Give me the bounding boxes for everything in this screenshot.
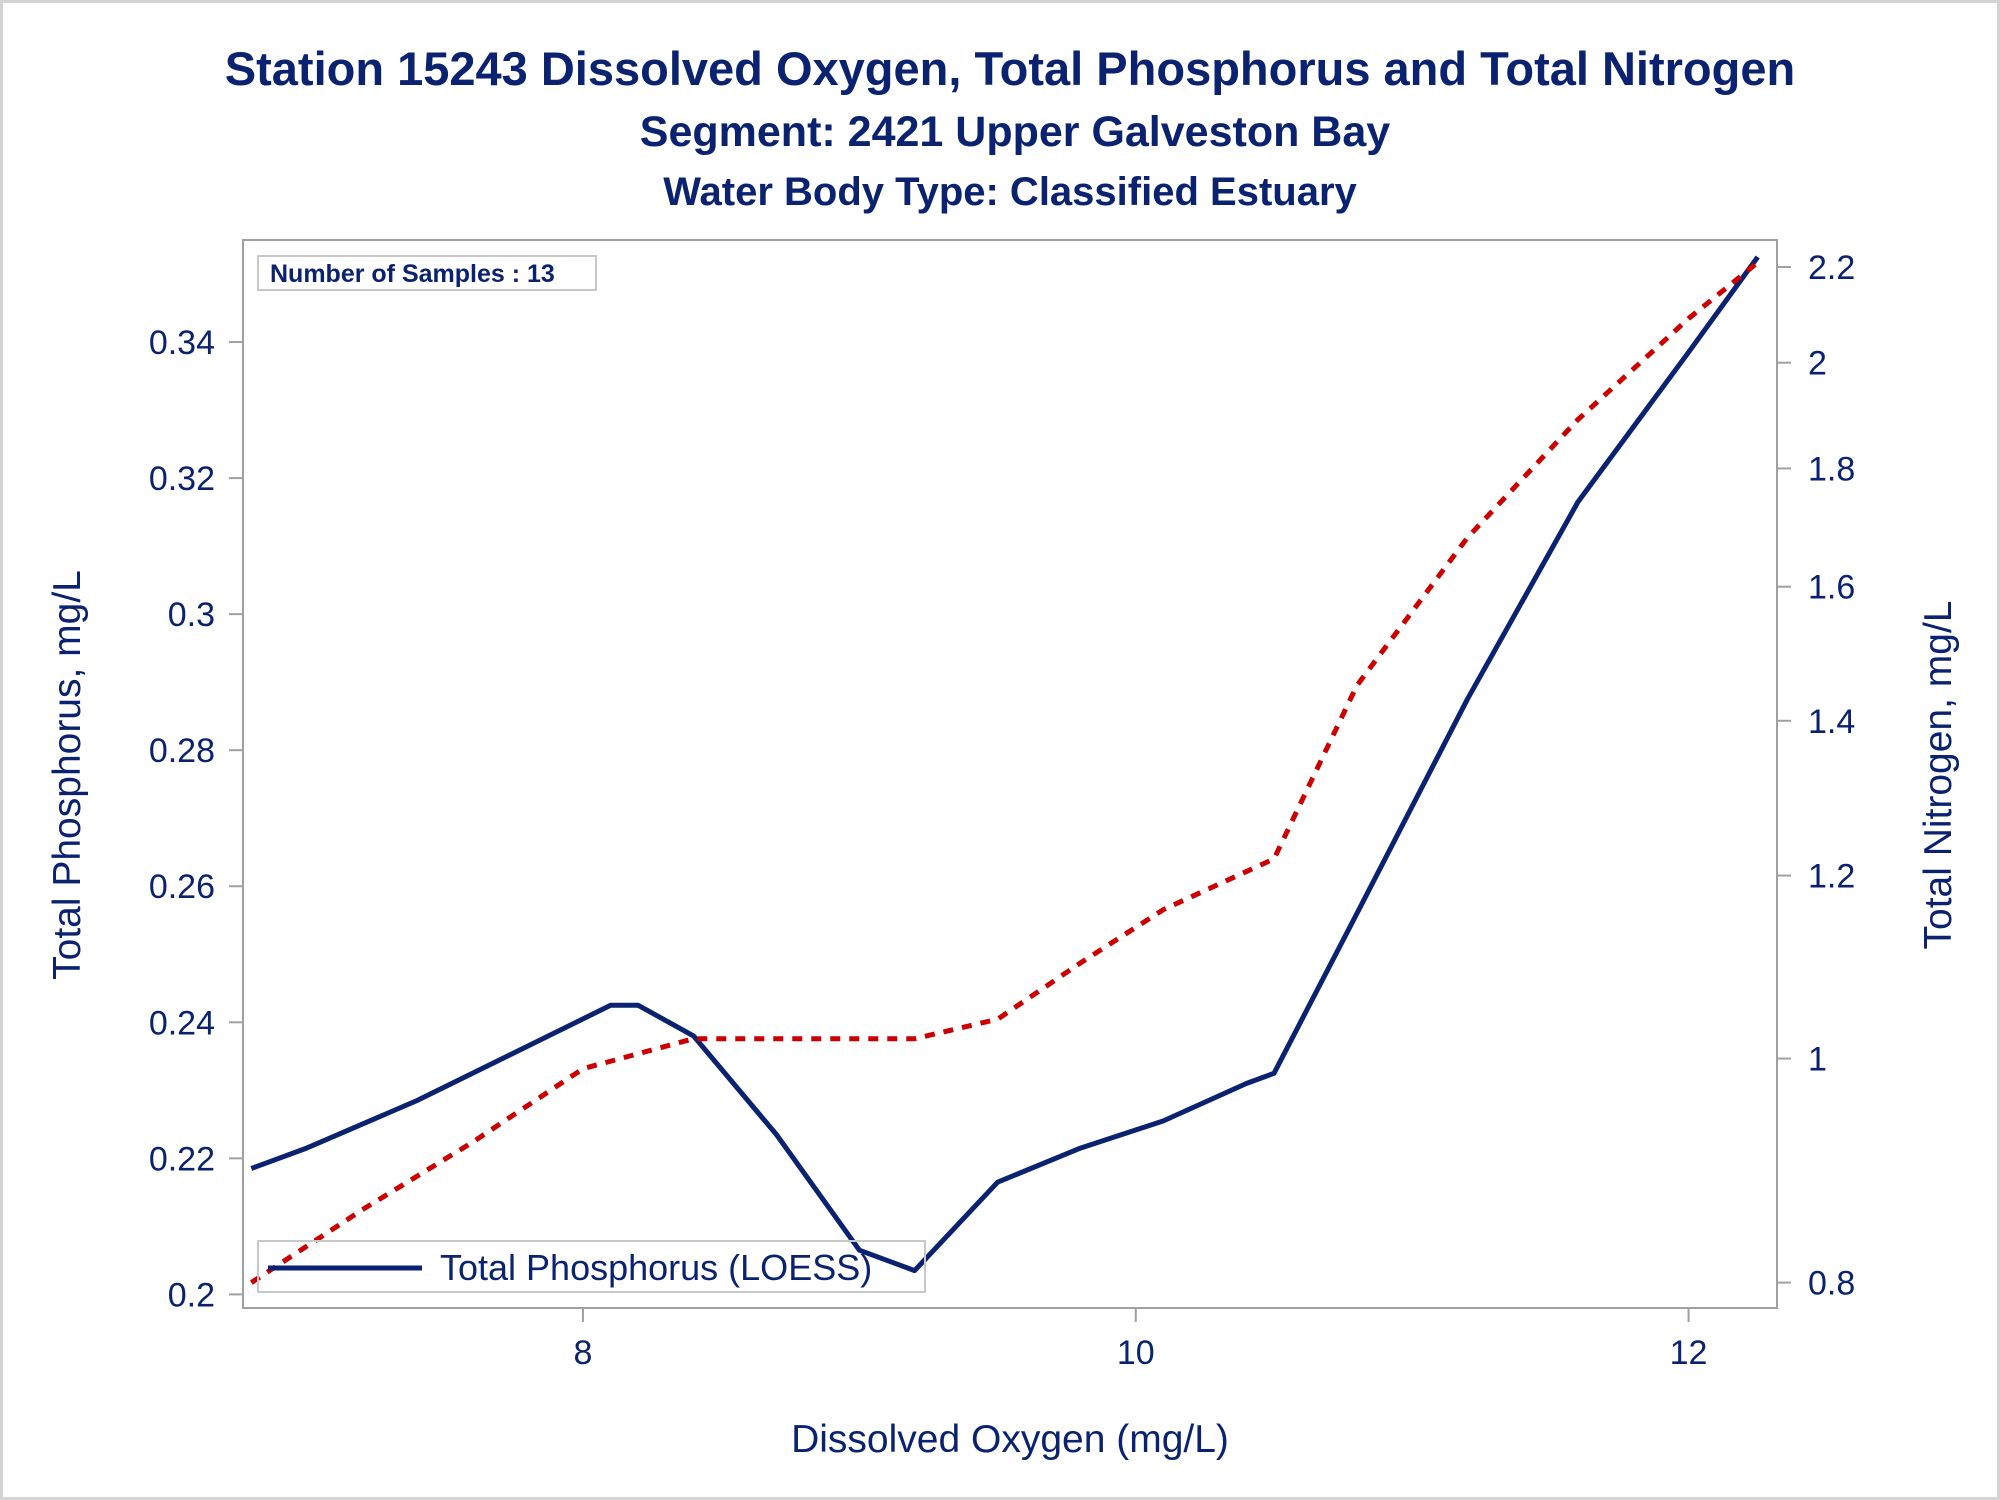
y2-tick-label: 1.8: [1808, 450, 1855, 488]
y2-tick-label: 2.2: [1808, 249, 1855, 287]
y2-tick-label: 1.4: [1808, 703, 1855, 741]
y2-tick-label: 1: [1808, 1041, 1827, 1079]
y-axis-right-label: Total Nitrogen, mg/L: [1917, 600, 1960, 949]
y-axis-left: 0.2 0.22 0.24 0.26 0.28 0.3 0.32 0.34: [149, 324, 243, 1314]
y2-tick-label: 2: [1808, 345, 1827, 383]
y-tick-label: 0.28: [149, 732, 215, 770]
y-tick-label: 0.32: [149, 460, 215, 498]
y-tick-label: 0.34: [149, 324, 215, 362]
series-line-nitrogen: [249, 260, 1760, 1285]
chart-title: Station 15243 Dissolved Oxygen, Total Ph…: [225, 42, 1795, 95]
y2-tick-label: 0.8: [1808, 1265, 1855, 1303]
chart-subtitle: Segment: 2421 Upper Galveston Bay: [640, 108, 1390, 156]
x-tick-label: 12: [1670, 1334, 1708, 1372]
sample-count-box: [257, 255, 597, 291]
x-tick-label: 10: [1117, 1334, 1155, 1372]
chart-subtitle-2: Water Body Type: Classified Estuary: [663, 170, 1357, 214]
legend-entry-phosphorus: Total Phosphorus (LOESS): [440, 1247, 872, 1288]
legend: Total Phosphorus (LOESS): [257, 1240, 926, 1293]
y-axis-right: 0.8 1 1.2 1.4 1.6 1.8 2 2.2: [1777, 249, 1855, 1303]
x-axis: 8 10 12: [574, 1308, 1708, 1372]
x-axis-label: Dissolved Oxygen (mg/L): [791, 1418, 1229, 1461]
legend-box: [257, 1240, 926, 1293]
y-axis-left-label: Total Phosphorus, mg/L: [46, 570, 89, 980]
y-tick-label: 0.26: [149, 868, 215, 906]
series-layer: [249, 255, 1760, 1285]
x-tick-label: 8: [574, 1334, 593, 1372]
plot-area: [242, 239, 1778, 1309]
y2-tick-label: 1.6: [1808, 569, 1855, 607]
y2-tick-label: 1.2: [1808, 858, 1855, 896]
y-tick-label: 0.2: [168, 1276, 215, 1314]
y-tick-label: 0.3: [168, 596, 215, 634]
sample-count-label: Number of Samples : 13: [270, 260, 555, 288]
y-tick-label: 0.24: [149, 1004, 215, 1042]
y-tick-label: 0.22: [149, 1140, 215, 1178]
series-line-phosphorus: [250, 255, 1760, 1274]
